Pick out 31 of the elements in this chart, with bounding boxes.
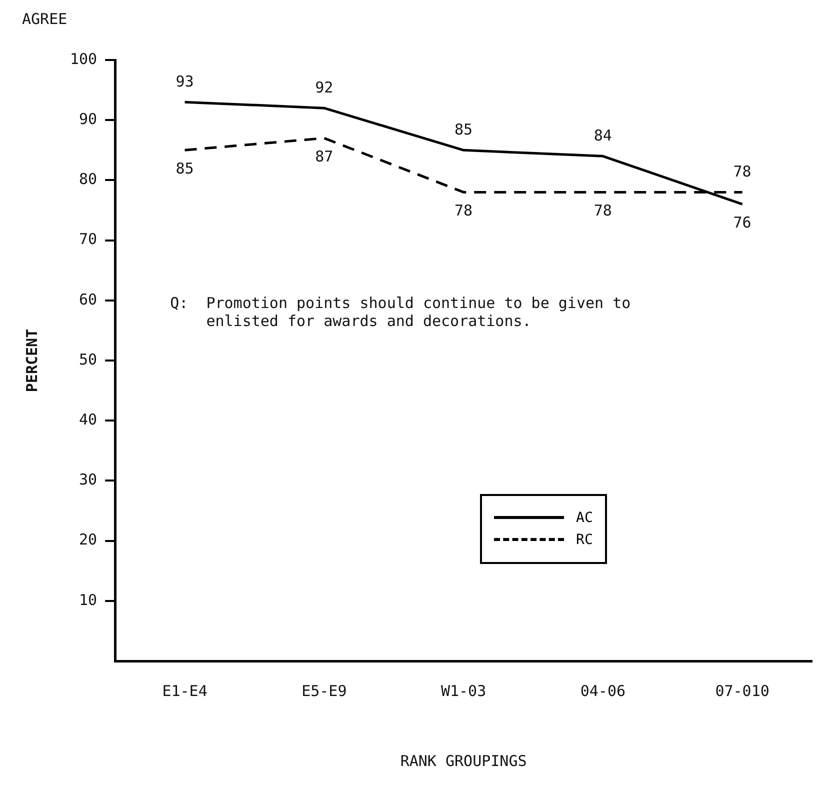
data-label: 93 bbox=[176, 72, 194, 90]
data-label: 92 bbox=[315, 78, 334, 96]
y-tick-label: 80 bbox=[79, 170, 98, 188]
data-label: 78 bbox=[454, 202, 473, 220]
x-tick-label: W1-03 bbox=[440, 682, 486, 700]
y-tick-label: 20 bbox=[79, 530, 98, 549]
x-axis-title: RANK GROUPINGS bbox=[400, 752, 527, 770]
y-tick-label: 70 bbox=[79, 230, 98, 248]
y-tick-label: 10 bbox=[79, 590, 98, 609]
y-tick-label: 40 bbox=[79, 410, 98, 428]
y-tick-label: 50 bbox=[79, 350, 98, 368]
x-tick-label: 04-06 bbox=[580, 682, 626, 700]
legend-label: AC bbox=[576, 510, 593, 526]
y-tick-label: 100 bbox=[70, 50, 98, 68]
y-tick-label: 60 bbox=[79, 290, 98, 308]
x-tick-label: 07-010 bbox=[715, 682, 770, 700]
y-tick-label: 90 bbox=[79, 110, 98, 128]
data-label: 84 bbox=[594, 126, 612, 145]
data-label: 78 bbox=[733, 162, 752, 181]
data-label: 85 bbox=[454, 120, 473, 139]
x-tick-label: E5-E9 bbox=[302, 682, 347, 700]
data-label: 78 bbox=[594, 202, 612, 220]
legend-label: RC bbox=[576, 532, 593, 548]
data-label: 87 bbox=[315, 148, 334, 166]
data-label: 85 bbox=[176, 160, 194, 178]
y-axis-title: PERCENT bbox=[22, 328, 41, 392]
x-tick-label: E1-E4 bbox=[162, 682, 208, 700]
data-label: 76 bbox=[733, 214, 752, 232]
y-tick-label: 30 bbox=[79, 470, 98, 489]
text: AGREE bbox=[22, 10, 68, 28]
annotation: Q: Promotion points should continue to be given to enlisted for awards and decorations. bbox=[170, 294, 631, 330]
